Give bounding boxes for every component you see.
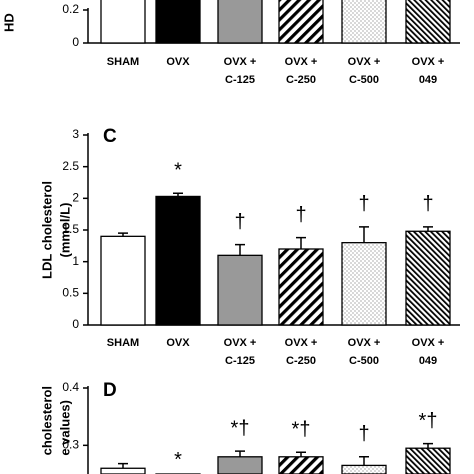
- y-axis-label: (mmol/L): [57, 203, 72, 258]
- annotation: *: [174, 449, 182, 471]
- annotation: †: [358, 193, 369, 215]
- x-tick-label: OVX +: [224, 56, 257, 68]
- bar: [100, 235, 146, 326]
- bar: [278, 456, 324, 474]
- bar: [278, 0, 324, 44]
- error-bar: [359, 456, 369, 466]
- bar: [155, 195, 201, 326]
- x-tick-label: C-500: [349, 355, 379, 367]
- error-bar: [118, 462, 128, 469]
- x-tick-label: OVX +: [412, 56, 445, 68]
- x-tick-label: OVX +: [285, 56, 318, 68]
- y-tick-label: 0.3: [62, 438, 79, 452]
- error-bar: [235, 450, 245, 457]
- annotation: †: [295, 204, 306, 226]
- bar: [341, 242, 387, 326]
- y-tick-label: 0.2: [62, 2, 79, 16]
- annotation: *: [174, 160, 182, 182]
- error-bar: [423, 442, 433, 449]
- y-tick-label: 0.5: [62, 286, 79, 300]
- bar: [405, 447, 451, 474]
- error-bar: [359, 226, 369, 243]
- x-tick-label: OVX +: [348, 337, 381, 349]
- x-tick-label: C-250: [286, 74, 316, 86]
- bar: [217, 456, 263, 474]
- bar: [155, 0, 201, 44]
- panel-label: D: [103, 380, 117, 401]
- x-tick-label: SHAM: [107, 56, 139, 68]
- bar: [405, 230, 451, 326]
- y-tick-label: 0: [72, 317, 79, 331]
- x-tick-label: 049: [419, 355, 437, 367]
- x-tick-label: OVX +: [348, 56, 381, 68]
- y-tick-label: 0: [72, 35, 79, 49]
- y-tick-label: 1: [72, 254, 79, 268]
- bar: [341, 0, 387, 44]
- error-bar: [235, 243, 245, 256]
- y-tick-label: 2: [72, 191, 79, 205]
- y-axis-label: LDL cholesterol: [39, 181, 54, 279]
- y-tick-label: 1.5: [62, 222, 79, 236]
- error-bar: [296, 451, 306, 457]
- error-bar: [296, 236, 306, 249]
- x-tick-label: C-125: [225, 355, 255, 367]
- bar: [405, 0, 451, 44]
- annotation: †: [234, 211, 245, 233]
- x-tick-label: OVX: [166, 56, 190, 68]
- bar: [217, 0, 263, 44]
- panel-label: C: [103, 126, 117, 147]
- y-axis-label: HD: [1, 13, 16, 32]
- y-axis-label: e values): [57, 400, 72, 456]
- error-bar: [423, 226, 433, 232]
- x-tick-label: 049: [419, 74, 437, 86]
- bar: [278, 248, 324, 326]
- y-tick-label: 3: [72, 127, 79, 141]
- bar: [217, 254, 263, 326]
- annotation: *†: [419, 410, 438, 432]
- bar: [341, 464, 387, 474]
- x-tick-label: OVX +: [224, 337, 257, 349]
- x-tick-label: OVX +: [285, 337, 318, 349]
- x-tick-label: SHAM: [107, 337, 139, 349]
- x-tick-label: C-250: [286, 355, 316, 367]
- x-tick-label: C-500: [349, 74, 379, 86]
- bar: [100, 0, 146, 44]
- annotation: †: [358, 423, 369, 445]
- x-tick-label: C-125: [225, 74, 255, 86]
- annotation: †: [422, 193, 433, 215]
- annotation: *†: [231, 417, 250, 439]
- y-tick-label: 2.5: [62, 159, 79, 173]
- x-tick-label: OVX: [166, 337, 190, 349]
- y-axis-label: cholesterol: [39, 386, 54, 455]
- x-tick-label: OVX +: [412, 337, 445, 349]
- y-tick-label: 0.4: [62, 380, 79, 394]
- bar: [100, 467, 146, 474]
- annotation: *†: [292, 418, 311, 440]
